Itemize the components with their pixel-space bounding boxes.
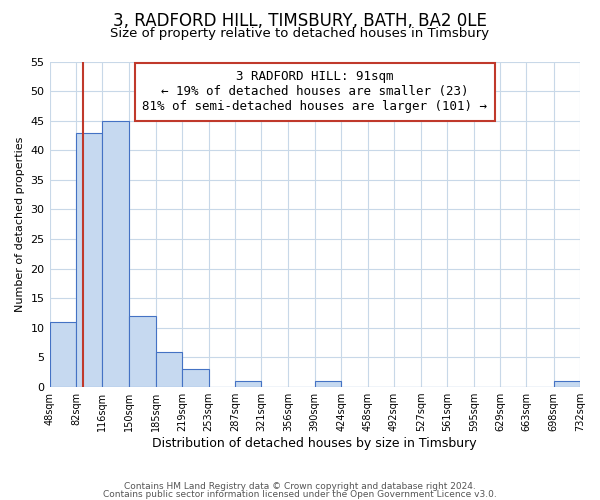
- Bar: [315, 381, 341, 387]
- Text: Size of property relative to detached houses in Timsbury: Size of property relative to detached ho…: [110, 28, 490, 40]
- Bar: [156, 352, 182, 387]
- Bar: [76, 132, 102, 387]
- Text: Contains HM Land Registry data © Crown copyright and database right 2024.: Contains HM Land Registry data © Crown c…: [124, 482, 476, 491]
- Text: 3 RADFORD HILL: 91sqm
← 19% of detached houses are smaller (23)
81% of semi-deta: 3 RADFORD HILL: 91sqm ← 19% of detached …: [142, 70, 487, 114]
- Bar: [50, 322, 76, 387]
- Bar: [235, 381, 261, 387]
- X-axis label: Distribution of detached houses by size in Timsbury: Distribution of detached houses by size …: [152, 437, 477, 450]
- Bar: [554, 381, 580, 387]
- Y-axis label: Number of detached properties: Number of detached properties: [15, 136, 25, 312]
- Text: Contains public sector information licensed under the Open Government Licence v3: Contains public sector information licen…: [103, 490, 497, 499]
- Text: 3, RADFORD HILL, TIMSBURY, BATH, BA2 0LE: 3, RADFORD HILL, TIMSBURY, BATH, BA2 0LE: [113, 12, 487, 30]
- Bar: [182, 370, 209, 387]
- Bar: [102, 120, 128, 387]
- Bar: [128, 316, 156, 387]
